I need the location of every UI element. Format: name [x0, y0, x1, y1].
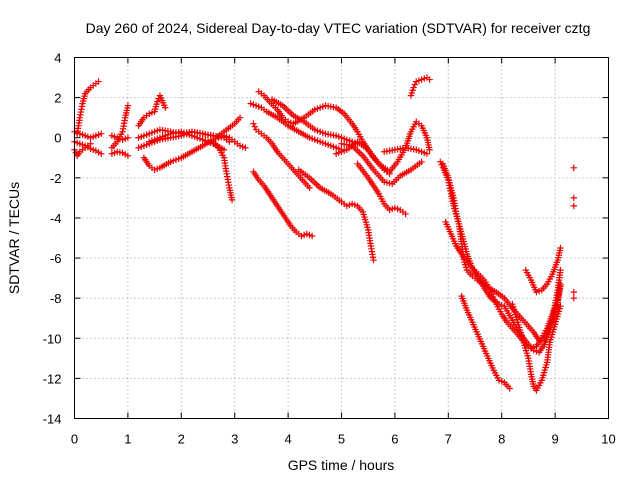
- data-point-marker: [124, 134, 132, 141]
- data-point-marker: [570, 164, 577, 172]
- x-tick-label: 0: [71, 432, 78, 447]
- x-tick-label: 2: [178, 432, 185, 447]
- data-point-marker: [557, 266, 564, 274]
- series-arc-30: [509, 300, 564, 394]
- y-tick-label: -10: [43, 331, 62, 346]
- x-tick-label: 6: [391, 432, 398, 447]
- x-tick-label: 5: [338, 432, 345, 447]
- series-arc-31: [522, 244, 564, 296]
- data-point-marker: [251, 123, 258, 130]
- data-point-marker: [557, 280, 564, 288]
- x-axis-label: GPS time / hours: [288, 457, 395, 473]
- data-point-marker: [570, 202, 577, 210]
- data-point-marker: [87, 140, 94, 147]
- x-tick-label: 7: [445, 432, 452, 447]
- series-arc-21: [332, 118, 433, 176]
- y-axis-label: SDTVAR / TECUs: [6, 182, 22, 294]
- data-point-marker: [124, 152, 132, 159]
- x-tick-label: 3: [231, 432, 238, 447]
- data-point-marker: [570, 288, 577, 296]
- y-tick-label: 0: [54, 131, 61, 146]
- y-tick-label: -14: [43, 412, 62, 427]
- y-tick-label: -12: [43, 371, 62, 386]
- data-point-marker: [423, 150, 431, 157]
- data-point-marker: [308, 232, 316, 240]
- data-point-marker: [410, 84, 417, 91]
- series-arc-19: [250, 168, 316, 240]
- data-point-marker: [236, 114, 244, 121]
- data-layer: [71, 74, 577, 394]
- data-point-marker: [411, 81, 419, 88]
- y-tick-label: -6: [50, 251, 62, 266]
- y-tick-label: 4: [54, 51, 61, 66]
- data-point-marker: [95, 78, 102, 85]
- data-point-marker: [98, 130, 105, 137]
- series-arc-02: [71, 128, 105, 141]
- data-point-marker: [370, 256, 377, 264]
- series-arc-07: [108, 148, 132, 159]
- series-arc-24: [381, 144, 431, 157]
- series-arc-18: [250, 120, 313, 192]
- data-point-marker: [570, 194, 577, 202]
- series-arc-05: [108, 102, 132, 151]
- x-tick-label: 9: [551, 432, 558, 447]
- x-tick-label: 10: [601, 432, 615, 447]
- series-arc-15: [247, 100, 345, 153]
- data-point-marker: [124, 102, 132, 109]
- series-arc-08: [135, 92, 169, 129]
- data-point-marker: [306, 184, 313, 192]
- series-arc-29: [458, 292, 513, 392]
- series-arc-13: [210, 138, 236, 204]
- chart-title: Day 260 of 2024, Sidereal Day-to-day VTE…: [86, 20, 591, 36]
- tick-layer: 0 1 2 3 4 5 6 7 8 9 10 -14 -12 -10 -8 -6 -4 -2 0 2 4: [43, 51, 616, 447]
- y-tick-label: -2: [50, 171, 62, 186]
- series-arc-06: [108, 132, 132, 143]
- series-arc-01: [73, 78, 102, 137]
- series-arc-25: [407, 74, 433, 99]
- x-tick-label: 8: [498, 432, 505, 447]
- series-arc-11: [140, 114, 244, 174]
- data-point-marker: [162, 104, 169, 111]
- series-arc-14: [215, 132, 249, 151]
- data-point-marker: [242, 144, 249, 151]
- series-arc-23: [354, 160, 409, 218]
- data-point-marker: [228, 196, 236, 204]
- series-arc-28: [442, 218, 564, 352]
- series-arc-22: [338, 140, 425, 188]
- data-point-marker: [570, 294, 577, 302]
- data-point-marker: [557, 244, 564, 252]
- y-tick-label: 2: [54, 91, 61, 106]
- x-tick-label: 1: [124, 432, 131, 447]
- data-point-marker: [98, 150, 105, 157]
- data-point-marker: [402, 210, 409, 218]
- data-point-marker: [557, 302, 564, 310]
- x-tick-label: 4: [284, 432, 291, 447]
- series-arc-32: [570, 164, 577, 302]
- data-point-marker: [418, 158, 425, 165]
- y-tick-label: -4: [50, 211, 62, 226]
- data-point-marker: [426, 146, 433, 153]
- data-point-marker: [506, 385, 513, 392]
- data-point-marker: [250, 120, 257, 127]
- series-arc-16: [255, 88, 393, 178]
- y-tick-label: -8: [50, 291, 62, 306]
- data-point-marker: [426, 76, 433, 83]
- data-point-marker: [154, 98, 161, 105]
- series-arc-20: [295, 166, 377, 264]
